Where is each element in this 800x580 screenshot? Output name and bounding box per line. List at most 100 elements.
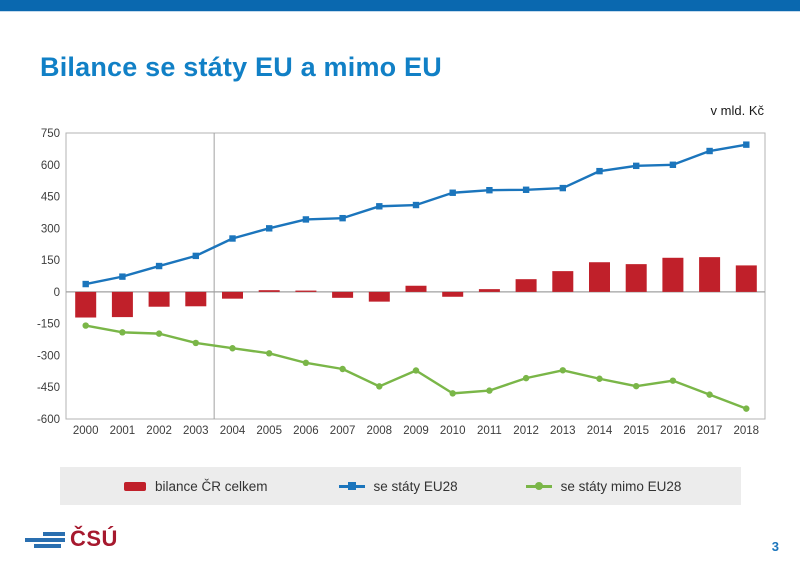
bar-2017 — [699, 257, 721, 292]
x-tick-label-2009: 2009 — [403, 425, 429, 437]
y-tick-label: 150 — [41, 255, 60, 267]
non-eu28-marker-2005 — [266, 350, 273, 357]
eu28-marker-2018 — [743, 141, 750, 148]
bar-2006 — [295, 290, 317, 292]
top-accent-bar — [0, 0, 800, 12]
x-tick-label-2016: 2016 — [660, 425, 686, 437]
eu28-marker-2006 — [302, 216, 310, 223]
x-tick-label-2004: 2004 — [220, 425, 246, 437]
eu28-marker-2012 — [522, 186, 530, 193]
x-tick-label-2018: 2018 — [734, 425, 760, 437]
x-tick-label-2001: 2001 — [110, 425, 136, 437]
csu-logo: ČSÚ — [25, 526, 118, 551]
x-tick-label-2017: 2017 — [697, 425, 723, 437]
eu28-marker-2001 — [119, 273, 126, 280]
bar-2012 — [515, 279, 537, 292]
non-eu28-marker-2003 — [192, 339, 199, 347]
legend-item-eu28: se státy EU28 — [338, 478, 458, 494]
x-tick-label-2007: 2007 — [330, 425, 356, 437]
y-tick-label: -600 — [37, 414, 60, 426]
x-tick-label-2010: 2010 — [440, 425, 466, 437]
eu28-marker-2011 — [486, 187, 493, 194]
bar-2002 — [148, 291, 170, 307]
bar-2008 — [368, 291, 390, 302]
non-eu28-marker-2008 — [376, 383, 383, 390]
eu28-marker-2014 — [596, 167, 603, 175]
y-tick-label: 0 — [54, 287, 60, 299]
x-tick-label-2002: 2002 — [146, 425, 172, 437]
page-title: Bilance se státy EU a mimo EU — [40, 52, 442, 82]
bar-2007 — [332, 291, 354, 298]
non-eu28-marker-2018 — [743, 405, 750, 412]
plot-border — [65, 132, 766, 420]
bar-2005 — [258, 290, 280, 292]
legend-label-eu28: se státy EU28 — [373, 478, 458, 494]
y-tick-label: -150 — [37, 319, 60, 331]
y-tick-label: -300 — [37, 350, 60, 362]
non-eu28-marker-2017 — [706, 391, 713, 398]
bar-swatch-icon — [124, 481, 146, 491]
bar-2018 — [735, 265, 757, 292]
y-tick-label: 450 — [41, 192, 60, 204]
bar-2010 — [442, 291, 464, 297]
x-tick-label-2008: 2008 — [367, 425, 393, 437]
non-eu28-marker-2007 — [339, 365, 346, 373]
non-eu28-marker-2015 — [633, 382, 640, 390]
y-tick-label: 750 — [41, 128, 60, 140]
non-eu28-marker-2009 — [412, 367, 420, 374]
x-tick-label-2013: 2013 — [550, 425, 576, 437]
page-number: 3 — [771, 539, 779, 554]
eu28-marker-2010 — [449, 189, 456, 196]
line-circle-swatch-icon — [525, 482, 552, 490]
eu28-marker-2000 — [82, 280, 89, 288]
bar-2000 — [75, 291, 97, 318]
x-tick-label-2011: 2011 — [477, 425, 502, 437]
logo-text: ČSÚ — [70, 526, 118, 551]
non-eu28-marker-2011 — [486, 387, 493, 394]
bar-2013 — [552, 271, 574, 292]
bar-2003 — [185, 291, 207, 307]
logo-stripes-icon — [25, 532, 65, 549]
non-eu28-marker-2004 — [229, 345, 236, 352]
x-tick-label-2015: 2015 — [623, 425, 649, 437]
legend-item-mimo-eu28: se státy mimo EU28 — [525, 478, 682, 494]
bar-2014 — [589, 262, 610, 292]
legend-label-mimo-eu28: se státy mimo EU28 — [560, 478, 682, 494]
combo-chart: 750 600 450 300 150 0 -150 -300 -450 -600 2000 2001… — [37, 128, 766, 437]
eu28-marker-2003 — [192, 252, 199, 260]
bar-2001 — [111, 291, 133, 318]
bar-2015 — [625, 264, 647, 292]
eu28-marker-2002 — [155, 262, 163, 270]
non-eu28-marker-2010 — [449, 390, 456, 397]
non-eu28-marker-2016 — [669, 377, 677, 384]
eu28-marker-2016 — [669, 161, 677, 168]
non-eu28-marker-2013 — [559, 367, 566, 374]
non-eu28-marker-2014 — [596, 375, 603, 382]
legend-label-bilance: bilance ČR celkem — [155, 478, 268, 494]
unit-label: v mld. Kč — [710, 103, 764, 118]
bar-2016 — [662, 257, 684, 292]
bar-2009 — [405, 285, 427, 292]
line-square-swatch-icon — [338, 482, 365, 490]
eu28-marker-2015 — [633, 162, 640, 170]
eu28-marker-2013 — [559, 184, 566, 192]
eu28-marker-2017 — [706, 147, 713, 155]
bar-2011 — [478, 289, 500, 292]
non-eu28-marker-2000 — [82, 322, 89, 329]
eu28-marker-2008 — [376, 203, 383, 210]
eu28-marker-2004 — [229, 235, 236, 242]
x-tick-label-2014: 2014 — [587, 425, 613, 437]
x-tick-label-2005: 2005 — [256, 425, 282, 437]
eu28-marker-2009 — [412, 201, 420, 209]
chart-legend: bilance ČR celkem se státy EU28 se státy… — [60, 467, 741, 505]
bar-2004 — [222, 291, 243, 299]
y-tick-label: 300 — [41, 223, 60, 235]
non-eu28-marker-2006 — [302, 359, 310, 367]
x-tick-label-2003: 2003 — [183, 425, 209, 437]
eu28-marker-2007 — [339, 214, 346, 222]
legend-item-bilance: bilance ČR celkem — [124, 479, 268, 494]
y-tick-label: -450 — [37, 382, 60, 394]
y-tick-label: 600 — [41, 160, 60, 172]
eu28-marker-2005 — [266, 225, 273, 232]
non-eu28-marker-2012 — [522, 374, 530, 382]
